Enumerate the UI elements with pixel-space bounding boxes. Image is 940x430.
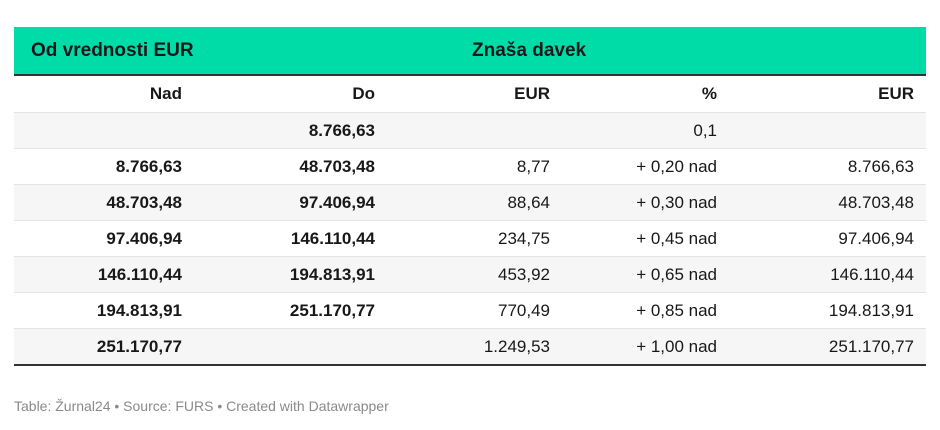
cell-do: 48.703,48	[194, 148, 388, 185]
column-header-eur: EUR	[387, 75, 563, 113]
table-row: 48.703,48 97.406,94 88,64 + 0,30 nad 48.…	[14, 184, 927, 221]
cell-nad: 194.813,91	[14, 292, 194, 329]
group-header-value-range: Od vrednosti EUR	[14, 27, 388, 76]
cell-percent: + 1,00 nad	[562, 328, 730, 366]
cell-eur: 453,92	[387, 256, 563, 293]
cell-do: 251.170,77	[194, 292, 388, 329]
cell-percent: + 0,20 nad	[562, 148, 730, 185]
cell-eur	[387, 112, 563, 149]
cell-eur-base: 251.170,77	[729, 328, 927, 366]
table-row: 8.766,63 0,1	[14, 112, 927, 149]
group-header-row: Od vrednosti EUR Znaša davek	[14, 27, 927, 76]
cell-eur: 770,49	[387, 292, 563, 329]
cell-percent: + 0,30 nad	[562, 184, 730, 221]
cell-do: 8.766,63	[194, 112, 388, 149]
table-row: 146.110,44 194.813,91 453,92 + 0,65 nad …	[14, 256, 927, 293]
cell-eur-base: 48.703,48	[729, 184, 927, 221]
cell-nad: 8.766,63	[14, 148, 194, 185]
cell-do: 97.406,94	[194, 184, 388, 221]
cell-eur-base: 97.406,94	[729, 220, 927, 257]
column-header-row: Nad Do EUR % EUR	[14, 75, 927, 113]
cell-do: 194.813,91	[194, 256, 388, 293]
cell-percent: + 0,85 nad	[562, 292, 730, 329]
column-header-do: Do	[194, 75, 388, 113]
table-row: 194.813,91 251.170,77 770,49 + 0,85 nad …	[14, 292, 927, 329]
cell-nad: 48.703,48	[14, 184, 194, 221]
table-row: 8.766,63 48.703,48 8,77 + 0,20 nad 8.766…	[14, 148, 927, 185]
table-row: 251.170,77 1.249,53 + 1,00 nad 251.170,7…	[14, 328, 927, 366]
cell-percent: 0,1	[562, 112, 730, 149]
cell-percent: + 0,65 nad	[562, 256, 730, 293]
column-header-eur-base: EUR	[729, 75, 927, 113]
cell-eur: 88,64	[387, 184, 563, 221]
cell-eur-base	[729, 112, 927, 149]
column-header-nad: Nad	[14, 75, 194, 113]
cell-do	[194, 328, 388, 366]
cell-percent: + 0,45 nad	[562, 220, 730, 257]
cell-nad: 251.170,77	[14, 328, 194, 366]
tax-bracket-table: Od vrednosti EUR Znaša davek Nad Do EUR …	[14, 27, 927, 366]
cell-nad	[14, 112, 194, 149]
tax-table-container: Od vrednosti EUR Znaša davek Nad Do EUR …	[14, 27, 927, 366]
cell-do: 146.110,44	[194, 220, 388, 257]
group-header-tax-amount: Znaša davek	[387, 27, 927, 76]
cell-eur-base: 8.766,63	[729, 148, 927, 185]
cell-nad: 97.406,94	[14, 220, 194, 257]
cell-eur: 234,75	[387, 220, 563, 257]
source-footer: Table: Žurnal24 • Source: FURS • Created…	[14, 398, 389, 414]
cell-eur: 8,77	[387, 148, 563, 185]
column-header-percent: %	[562, 75, 730, 113]
cell-eur-base: 146.110,44	[729, 256, 927, 293]
cell-nad: 146.110,44	[14, 256, 194, 293]
cell-eur: 1.249,53	[387, 328, 563, 366]
table-row: 97.406,94 146.110,44 234,75 + 0,45 nad 9…	[14, 220, 927, 257]
cell-eur-base: 194.813,91	[729, 292, 927, 329]
